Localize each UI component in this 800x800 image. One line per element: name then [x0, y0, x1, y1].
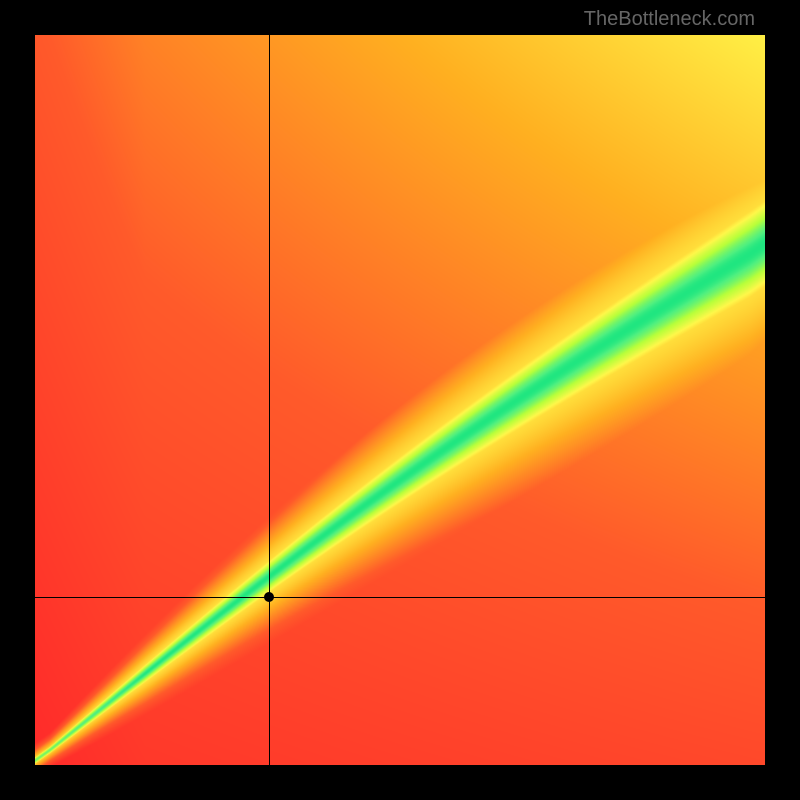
watermark-text: TheBottleneck.com — [584, 8, 755, 31]
marker-point — [264, 592, 274, 602]
crosshair-horizontal — [35, 597, 765, 598]
crosshair-vertical — [269, 35, 270, 765]
heatmap-canvas-wrap — [35, 35, 765, 765]
heatmap-canvas — [35, 35, 765, 765]
plot-area — [35, 35, 765, 765]
